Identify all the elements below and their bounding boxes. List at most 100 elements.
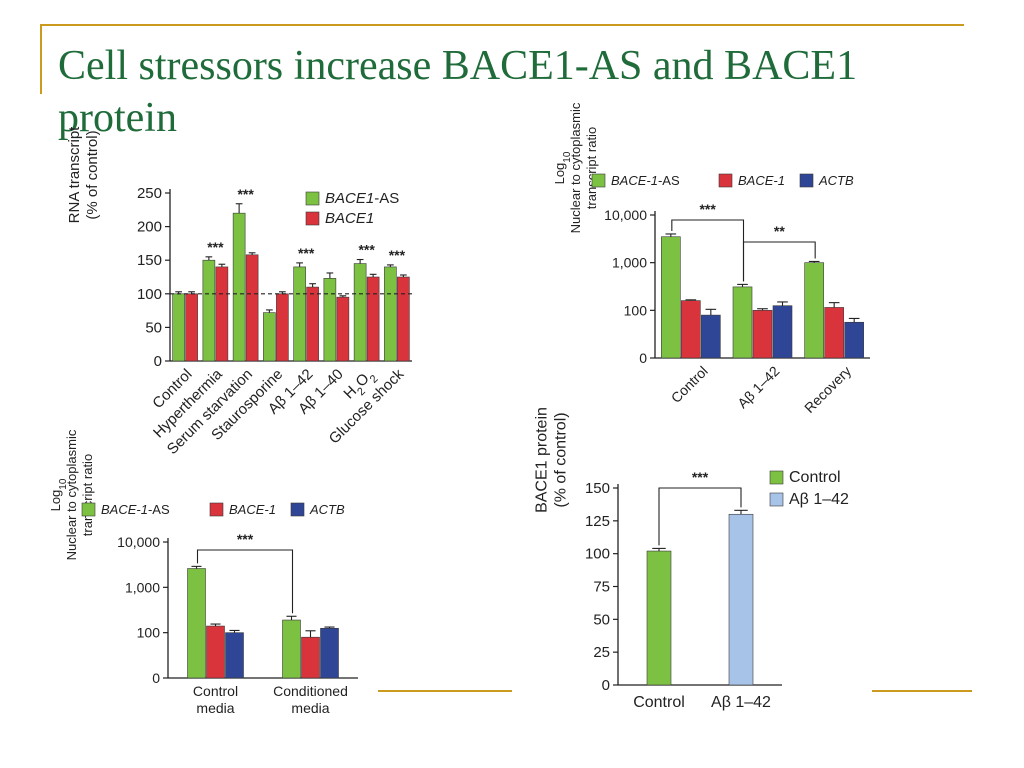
legend-label-bace-1: BACE-1	[738, 173, 785, 188]
bar-bace-1-as-1	[732, 286, 753, 359]
y-tick-label-0: 0	[154, 353, 162, 370]
y-tick-label-6: 150	[585, 480, 610, 497]
bar-bace1-0	[185, 293, 198, 362]
y-tick-label-2: 1,000	[125, 579, 160, 595]
legend-label-bace-1: BACE-1	[229, 502, 276, 517]
y-tick-label-3: 10,000	[604, 207, 647, 223]
bar-actb-1	[320, 627, 339, 679]
y-tick-label-3: 10,000	[117, 534, 160, 550]
bar-bace1-as-4	[293, 266, 306, 362]
bar-bace1-1	[215, 266, 229, 362]
legend-label-bace-1-as: BACE-1-AS	[611, 173, 680, 188]
legend-label-bace1: BACE1	[325, 210, 374, 227]
significance-label-1: **	[774, 223, 785, 239]
significance-bracket-0	[671, 219, 745, 282]
y-tick-label-1: 25	[593, 644, 610, 661]
x-tick-label-1: Aβ 1–42	[734, 363, 783, 412]
y-axis-label-line-1: Nuclear to cytoplasmic	[64, 429, 79, 560]
bar-actb-2	[844, 321, 864, 359]
significance-bracket-0	[196, 549, 294, 614]
significance-label-1: ***	[237, 186, 254, 202]
significance-bracket-0	[658, 487, 742, 546]
y-tick-label-3: 75	[593, 579, 610, 596]
bar-bace-1-0	[681, 300, 701, 359]
bar-bace-1-as-2	[804, 262, 824, 359]
legend-swatch-bace-1	[209, 502, 224, 517]
legend-label-bace1-as: BACE1-AS	[325, 190, 399, 207]
y-tick-label-3: 150	[137, 252, 162, 269]
y-tick-label-5: 250	[137, 185, 162, 202]
bace1-protein-chart: 0 25 50 75 100 125 150 BACE1 protein (% of contr…	[534, 407, 850, 711]
y-axis-label-line-0: Log10	[48, 478, 69, 511]
legend-swatch-control	[769, 470, 784, 485]
legend-swatch-actb	[290, 502, 305, 517]
bar-bace1-6	[366, 276, 380, 362]
legend-swatch-bace-1	[718, 173, 733, 188]
legend-label-actb: ACTB	[818, 173, 854, 188]
bar-bace-1-as-0	[661, 236, 681, 359]
y-tick-label-5: 125	[585, 513, 610, 530]
bar-control-0	[646, 550, 672, 686]
rna-transcript-chart: 0 50 100 150 200 250 RNA transcript (% of contr…	[66, 126, 412, 458]
legend-label-bace-1-as: BACE-1-AS	[101, 502, 170, 517]
bar-actb-0	[701, 314, 721, 359]
x-tick-label-1: Aβ 1–42	[711, 694, 771, 711]
bar-bace-1-0	[206, 625, 225, 679]
bar-actb-1	[772, 305, 793, 359]
y-axis-label-line-1: Nuclear to cytoplasmic	[568, 102, 583, 233]
legend-label-actb: ACTB	[309, 502, 345, 517]
bar-bace1-as-7	[384, 266, 397, 362]
y-axis-label-line-1: (% of control)	[84, 130, 101, 219]
bar-bace1-as-2	[232, 212, 246, 362]
y-axis-label-line-1: (% of control)	[553, 412, 570, 507]
y-tick-label-1: 100	[137, 625, 161, 641]
x-tick-label-1-line-1: media	[291, 700, 329, 716]
significance-bracket-1	[742, 241, 816, 282]
y-tick-label-1: 100	[624, 302, 648, 318]
bar-bace1-7	[397, 276, 410, 362]
accent-line-left	[40, 24, 42, 94]
y-tick-label-0: 0	[639, 350, 647, 366]
bar-a-1-42-1	[728, 513, 754, 686]
bar-bace-1-1	[752, 310, 773, 359]
significance-label-4: ***	[389, 247, 406, 263]
accent-rule-bottom-right	[872, 690, 972, 692]
bar-bace1-as-0	[172, 293, 185, 362]
y-axis-label-line-0: BACE1 protein	[534, 407, 551, 513]
bar-bace1-4	[306, 286, 319, 362]
x-tick-label-2: Recovery	[801, 363, 854, 416]
y-tick-label-4: 200	[137, 219, 162, 236]
y-tick-label-1: 50	[145, 319, 162, 336]
legend-swatch-a-1-42	[769, 492, 784, 507]
significance-label-0: ***	[699, 201, 716, 217]
x-tick-label-0-line-0: Control	[193, 683, 238, 699]
bar-bace-1-2	[824, 307, 844, 359]
slide-title: Cell stressors increase BACE1-AS and BAC…	[58, 43, 858, 141]
legend-swatch-bace1-as	[305, 191, 320, 206]
bar-bace1-as-3	[263, 312, 276, 362]
y-tick-label-4: 100	[585, 546, 610, 563]
bar-bace1-5	[336, 296, 350, 362]
significance-label-0: ***	[207, 239, 224, 255]
legend-swatch-bace-1-as	[81, 502, 96, 517]
significance-label-0: ***	[237, 531, 254, 547]
significance-label-0: ***	[692, 469, 709, 485]
significance-label-3: ***	[358, 242, 375, 258]
bar-bace1-as-1	[202, 259, 216, 362]
x-tick-label-0: Control	[668, 363, 711, 406]
accent-rule-bottom-left	[378, 690, 512, 692]
y-axis-label-line-2: transcript ratio	[80, 454, 95, 536]
bar-bace-1-1	[301, 636, 320, 679]
significance-label-2: ***	[298, 245, 315, 261]
y-tick-label-0: 0	[602, 677, 610, 694]
accent-line-top	[40, 24, 964, 26]
y-tick-label-0: 0	[152, 670, 160, 686]
y-axis-label-line-0: RNA transcript	[66, 126, 83, 224]
bar-bace1-as-5	[323, 278, 337, 362]
x-tick-label-1-line-0: Conditioned	[273, 683, 348, 699]
bar-bace1-as-6	[353, 263, 367, 362]
y-tick-label-2: 1,000	[612, 255, 647, 271]
bar-bace-1-as-0	[187, 568, 206, 679]
